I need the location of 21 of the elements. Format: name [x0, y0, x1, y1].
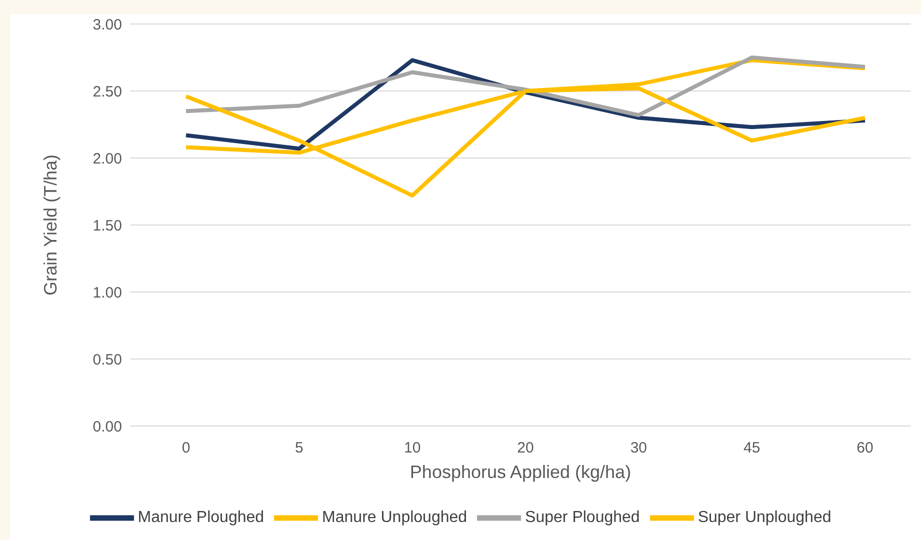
- legend-label: Super Ploughed: [525, 509, 640, 526]
- legend-label: Super Unploughed: [698, 509, 832, 526]
- y-tick-label: 0.50: [92, 351, 122, 368]
- y-tick-label: 1.50: [92, 217, 122, 234]
- x-tick-label: 30: [630, 440, 648, 457]
- x-tick-label: 45: [743, 440, 760, 457]
- y-tick-label: 2.00: [92, 150, 122, 168]
- x-tick-label: 20: [517, 440, 534, 457]
- line-series: [184, 56, 867, 118]
- x-tick-label: 60: [856, 440, 874, 457]
- y-tick-label: 1.00: [92, 284, 122, 302]
- x-tick-label: 0: [182, 440, 190, 457]
- x-tick-label: 10: [404, 440, 421, 457]
- legend-label: Manure Unploughed: [322, 509, 468, 526]
- y-tick-label: 3.00: [92, 16, 122, 34]
- x-tick-label: 5: [294, 440, 304, 457]
- y-axis-title: Grain Yield (T/ha): [40, 154, 60, 296]
- y-tick-label: 0.00: [92, 418, 122, 436]
- legend-label: Manure Ploughed: [138, 509, 264, 526]
- x-axis-title: Phosphorus Applied (kg/ha): [410, 462, 632, 482]
- y-tick-label: 2.50: [92, 83, 122, 100]
